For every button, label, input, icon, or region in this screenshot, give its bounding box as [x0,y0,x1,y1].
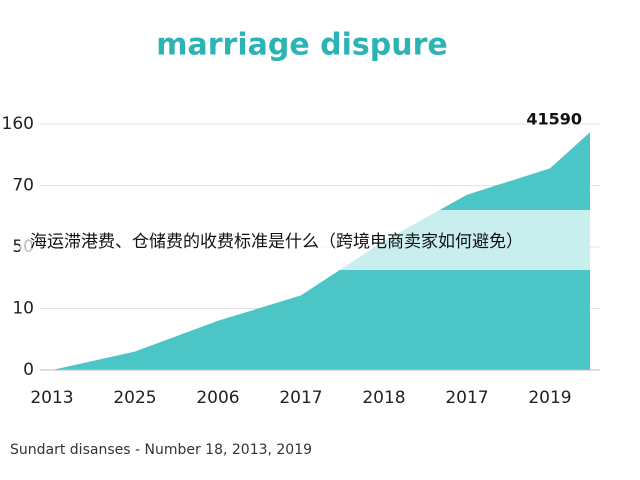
x-tick-label: 2017 [445,388,488,408]
overlay-band [20,210,590,270]
y-tick-label: 10 [12,299,34,319]
source-note: Sundart disanses - Number 18, 2013, 2019 [10,442,312,458]
x-tick-label: 2019 [528,388,571,408]
y-tick-label: 0 [23,360,34,380]
y-tick-label: 160 [2,114,34,134]
overlay-text: 海运滞港费、仓储费的收费标准是什么（跨境电商卖家如何避免） [30,232,523,252]
area [52,132,590,370]
peak-annotation: 41590 [526,110,582,129]
x-tick-label: 2018 [362,388,405,408]
chart-title: marriage dispure [156,28,447,63]
x-tick-label: 2025 [113,388,156,408]
x-tick-label: 2017 [279,388,322,408]
x-tick-label: 2013 [30,388,73,408]
x-tick-label: 2006 [196,388,239,408]
y-tick-label: 70 [12,176,34,196]
